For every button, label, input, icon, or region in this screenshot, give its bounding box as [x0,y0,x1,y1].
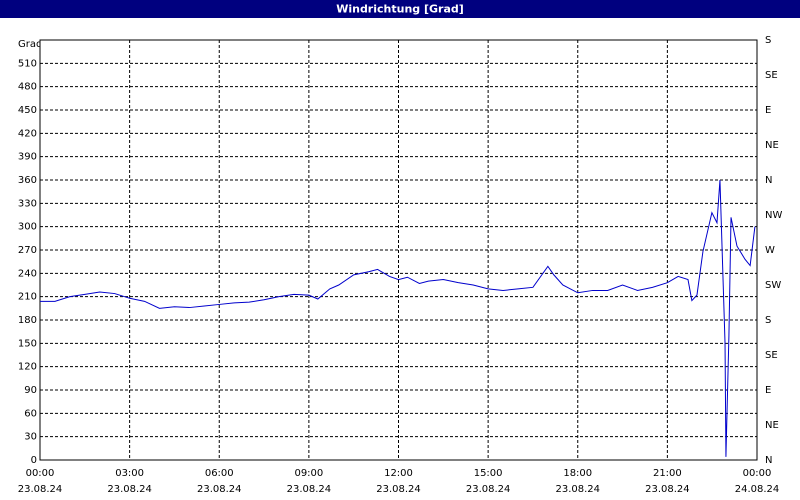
y-tick-label: 360 [18,175,37,186]
y2-tick-label: NE [765,140,779,151]
y2-tick-label: W [765,245,775,256]
y-tick-label: 300 [18,222,37,233]
x-tick-label: 15:00 [474,468,503,479]
y2-tick-label: S [765,315,771,326]
x-tick-date: 24.08.24 [735,484,780,495]
x-tick-label: 03:00 [115,468,144,479]
title-bar [0,0,800,18]
y-tick-label: 90 [24,385,37,396]
y-tick-label: 210 [18,292,37,303]
x-tick-label: 12:00 [384,468,413,479]
y-tick-label: 450 [18,105,37,116]
y-tick-label: 120 [18,362,37,373]
y-tick-label: 270 [18,245,37,256]
plot-border [39,39,758,461]
x-tick-label: 00:00 [743,468,772,479]
y2-tick-label: E [765,385,771,396]
x-tick-date: 23.08.24 [555,484,600,495]
y2-tick-label: E [765,105,771,116]
x-tick-date: 23.08.24 [287,484,332,495]
y2-tick-label: N [765,455,772,466]
x-tick-date: 23.08.24 [107,484,152,495]
y-tick-label: 510 [18,58,37,69]
x-tick-label: 21:00 [653,468,682,479]
y2-tick-label: SE [765,70,778,81]
y2-tick-label: NE [765,420,779,431]
chart-title: Windrichtung [Grad] [336,3,464,16]
x-tick-date: 23.08.24 [18,484,63,495]
y-tick-label: 330 [18,198,37,209]
y-tick-label: 240 [18,268,37,279]
y-tick-label: 0 [31,455,37,466]
y2-tick-label: S [765,35,771,46]
y-tick-label: 150 [18,338,37,349]
y-tick-label: 420 [18,128,37,139]
y-axis-label: Grad [18,39,42,50]
x-tick-date: 23.08.24 [197,484,242,495]
x-tick-date: 23.08.24 [466,484,511,495]
y2-tick-label: SE [765,350,778,361]
x-tick-label: 18:00 [563,468,592,479]
x-tick-date: 23.08.24 [645,484,690,495]
x-tick-date: 23.08.24 [376,484,421,495]
y2-tick-label: SW [765,280,781,291]
y-tick-label: 390 [18,152,37,163]
x-tick-label: 00:00 [26,468,55,479]
y-tick-label: 480 [18,82,37,93]
line [40,179,756,457]
y2-tick-label: N [765,175,772,186]
y2-tick-label: NW [765,210,782,221]
x-tick-label: 09:00 [294,468,323,479]
x-tick-label: 06:00 [205,468,234,479]
y-tick-label: 180 [18,315,37,326]
y-tick-label: 30 [24,432,37,443]
y-tick-label: 60 [24,408,37,419]
